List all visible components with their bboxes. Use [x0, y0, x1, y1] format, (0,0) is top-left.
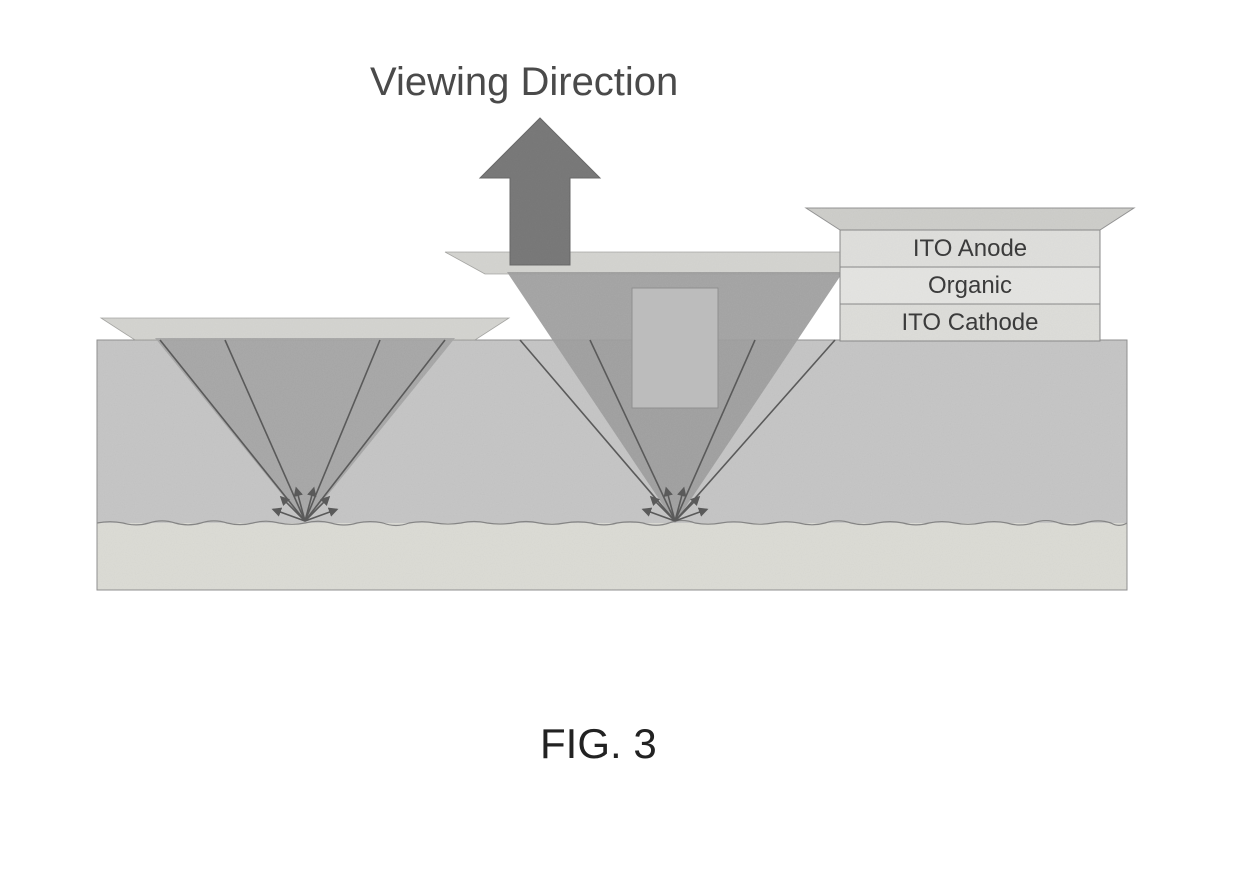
stack-label-organic: Organic [928, 272, 1012, 300]
stack-label-cathode: ITO Cathode [902, 309, 1039, 337]
stack-label-anode: ITO Anode [913, 235, 1027, 263]
diagram-svg [0, 0, 1240, 870]
figure-canvas: Viewing Direction FIG. 3 Planarization L… [0, 0, 1240, 870]
